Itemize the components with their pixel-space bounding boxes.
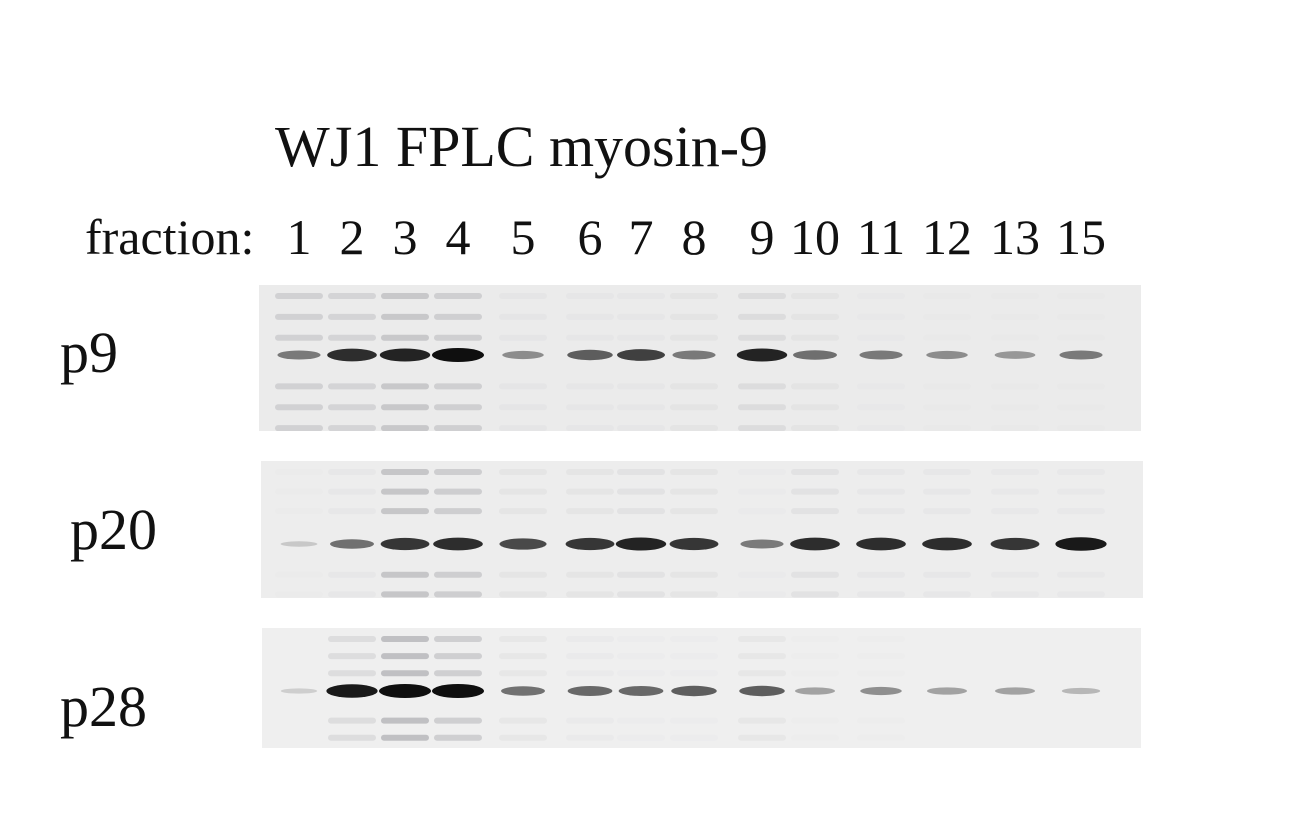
band-p20-fraction-8: [669, 537, 719, 551]
band-p9-fraction-15: [1059, 350, 1103, 360]
band-p9-fraction-6: [567, 349, 613, 361]
lane-number-8: 8: [681, 209, 707, 265]
band-p9-fraction-11: [859, 350, 903, 360]
lane-smear-2: [328, 636, 376, 741]
lane-smear-6: [566, 469, 614, 598]
band-p20-fraction-5: [499, 538, 547, 550]
lane-smear-10: [791, 469, 839, 598]
lane-smear-13: [991, 293, 1039, 431]
western-blot-p9: [259, 285, 1141, 431]
band-p28-fraction-6: [567, 686, 613, 696]
band-p9-fraction-13: [994, 351, 1036, 359]
band-p28-fraction-5: [501, 686, 545, 696]
lane-number-15: 15: [1056, 209, 1106, 265]
lane-smear-3: [381, 636, 429, 741]
lane-smear-4: [434, 469, 482, 598]
lane-smear-2: [328, 293, 376, 431]
band-p20-fraction-4: [433, 537, 483, 551]
band-p28-fraction-3: [379, 684, 431, 698]
band-p28-fraction-12: [927, 687, 967, 695]
lane-smear-9: [738, 469, 786, 598]
band-p20-fraction-9: [740, 539, 784, 549]
band-p9-fraction-9: [736, 348, 788, 362]
band-p9-fraction-8: [672, 350, 716, 360]
band-p28-fraction-10: [795, 687, 835, 695]
band-p28-fraction-13: [995, 687, 1035, 695]
fraction-label: fraction:: [85, 209, 255, 265]
band-p9-fraction-12: [926, 350, 968, 360]
band-p9-fraction-10: [793, 350, 837, 360]
lane-smear-2: [328, 469, 376, 598]
lane-number-11: 11: [856, 209, 906, 265]
lane-number-9: 9: [749, 209, 775, 265]
lane-number-2: 2: [339, 209, 365, 265]
lane-smear-10: [791, 293, 839, 431]
figure-title: WJ1 FPLC myosin-9: [275, 114, 769, 179]
lane-smear-1: [275, 293, 323, 431]
band-p28-fraction-4: [432, 684, 484, 698]
lane-smear-5: [499, 469, 547, 598]
band-p28-fraction-1: [280, 688, 318, 694]
band-p20-fraction-15: [1055, 537, 1107, 551]
band-p20-fraction-6: [565, 537, 615, 551]
band-p28-fraction-2: [326, 684, 378, 698]
lane-smear-5: [499, 636, 547, 741]
lane-number-10: 10: [790, 209, 840, 265]
band-p20-fraction-7: [615, 537, 667, 551]
lane-number-3: 3: [392, 209, 418, 265]
band-p20-fraction-11: [856, 537, 906, 551]
lane-smear-4: [434, 293, 482, 431]
lane-smear-9: [738, 636, 786, 741]
blot-label-p28: p28: [60, 674, 147, 739]
lane-smear-13: [991, 469, 1039, 598]
blot-label-p9: p9: [60, 320, 118, 385]
band-p20-fraction-1: [280, 541, 318, 547]
lane-smear-9: [738, 293, 786, 431]
band-p28-fraction-11: [860, 686, 902, 696]
lane-number-13: 13: [990, 209, 1040, 265]
lane-number-4: 4: [445, 209, 471, 265]
lane-smear-8: [670, 293, 718, 431]
blot-label-p20: p20: [70, 497, 157, 562]
lane-smear-4: [434, 636, 482, 741]
lane-smear-15: [1057, 469, 1105, 598]
band-p28-fraction-7: [618, 686, 664, 696]
lane-smear-6: [566, 293, 614, 431]
lane-number-6: 6: [577, 209, 603, 265]
lane-smear-3: [381, 293, 429, 431]
lane-number-1: 1: [286, 209, 312, 265]
band-p9-fraction-4: [432, 348, 484, 362]
lane-smear-7: [617, 469, 665, 598]
lane-smear-12: [923, 469, 971, 598]
western-blot-p20: [261, 461, 1143, 598]
band-p28-fraction-8: [671, 685, 717, 697]
lane-smear-3: [381, 469, 429, 598]
lane-smear-12: [923, 293, 971, 431]
band-p9-fraction-2: [327, 348, 377, 362]
lane-smear-7: [617, 293, 665, 431]
band-p20-fraction-3: [380, 537, 430, 551]
band-p28-fraction-9: [739, 685, 785, 697]
band-p20-fraction-2: [330, 539, 374, 549]
band-p20-fraction-10: [790, 537, 840, 551]
lane-smear-1: [275, 469, 323, 598]
band-p20-fraction-13: [990, 537, 1040, 551]
lane-smear-8: [670, 469, 718, 598]
band-p9-fraction-3: [379, 348, 431, 362]
lane-number-5: 5: [510, 209, 536, 265]
band-p9-fraction-1: [277, 350, 321, 360]
band-p28-fraction-15: [1061, 687, 1101, 695]
lane-number-12: 12: [922, 209, 972, 265]
lane-smear-15: [1057, 293, 1105, 431]
band-p9-fraction-5: [502, 350, 544, 360]
lane-smear-11: [857, 469, 905, 598]
lane-smear-11: [857, 293, 905, 431]
band-p9-fraction-7: [617, 349, 665, 361]
lane-number-7: 7: [628, 209, 654, 265]
lane-smear-5: [499, 293, 547, 431]
band-p20-fraction-12: [922, 537, 972, 551]
western-blot-p28: [262, 628, 1141, 748]
